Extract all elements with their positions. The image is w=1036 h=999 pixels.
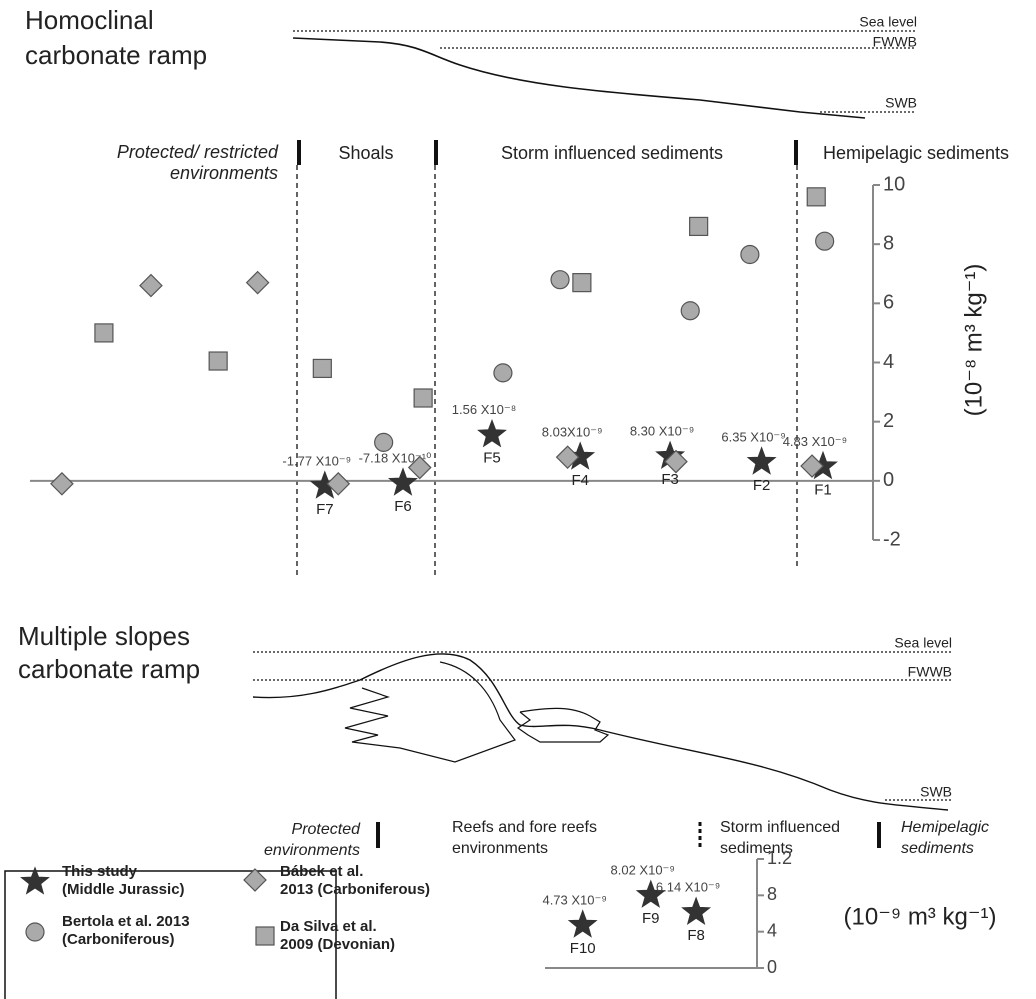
diamond-marker	[407, 455, 432, 480]
y-tick-label: 0	[767, 957, 777, 977]
circle-marker	[550, 270, 570, 290]
diamond-marker	[326, 471, 351, 496]
legend-marker	[25, 922, 45, 942]
point-label: F5	[483, 450, 501, 467]
legend-label: This study (Middle Jurassic)	[62, 863, 185, 898]
star-marker	[635, 879, 666, 908]
diamond-marker	[555, 445, 580, 470]
circle-marker	[374, 432, 394, 452]
circle-marker	[493, 363, 513, 383]
legend-label: Bábek et al. 2013 (Carboniferous)	[280, 863, 430, 898]
zone-label: Shoals	[338, 143, 393, 163]
legend-label: Da Silva et al. 2009 (Devonian)	[280, 918, 395, 953]
value-label: 4.83 X10⁻⁹	[783, 434, 847, 449]
zone-label: Storm influenced sediments	[501, 143, 723, 163]
point-label: F1	[814, 482, 832, 499]
zone-label: Hemipelagic sediments	[901, 819, 989, 857]
point-label: F2	[753, 477, 771, 494]
ramp-profile	[292, 37, 866, 119]
point-label: F7	[316, 501, 334, 518]
square-marker	[208, 351, 228, 371]
y-tick-label: 4	[883, 351, 894, 373]
value-label: 8.02 X10⁻⁹	[611, 863, 675, 878]
zone-label: Storm influenced sediments	[720, 819, 840, 857]
y-tick-label: 6	[883, 292, 894, 314]
zone-label: Reefs and fore reefs environments	[452, 819, 597, 857]
square-marker	[806, 187, 826, 207]
reef-body	[344, 661, 516, 763]
point-label: F6	[394, 498, 412, 515]
star-marker	[567, 909, 598, 938]
star-marker	[387, 467, 418, 496]
y-axis-label: (10⁻⁹ m³ kg⁻¹)	[844, 903, 997, 930]
value-label: 4.73 X10⁻⁹	[542, 892, 606, 907]
y-tick-label: -2	[883, 528, 901, 550]
diamond-marker	[139, 273, 163, 298]
level-label: SWB	[885, 95, 917, 111]
star-marker	[746, 446, 777, 475]
reef-body	[516, 707, 610, 743]
point-label: F9	[642, 910, 660, 927]
value-label: 8.30 X10⁻⁹	[630, 424, 694, 439]
diamond-marker	[50, 471, 74, 496]
y-tick-label: 8	[883, 232, 894, 254]
profile-title: Homoclinal carbonate ramp	[25, 5, 207, 70]
legend-label: Bertola et al. 2013 (Carboniferous)	[62, 913, 190, 948]
point-label: F4	[571, 472, 589, 489]
value-label: -1.77 X10⁻⁹	[282, 454, 351, 469]
point-label: F10	[570, 940, 596, 957]
circle-marker	[815, 231, 835, 251]
value-label: 6.35 X10⁻⁹	[721, 429, 785, 444]
legend-marker	[20, 866, 50, 895]
star-marker	[681, 896, 712, 925]
y-tick-label: 4	[767, 920, 777, 940]
zone-label: Protected/ restricted environments	[117, 142, 279, 183]
profile-title: Multiple slopes carbonate ramp	[18, 621, 200, 684]
legend-marker	[255, 926, 275, 946]
diamond-marker	[245, 270, 270, 295]
homoclinal-profile	[292, 30, 915, 119]
level-label: FWWB	[873, 34, 917, 50]
value-label: 8.03X10⁻⁹	[542, 425, 603, 440]
value-label: 1.56 X10⁻⁸	[452, 402, 516, 417]
y-tick-label: 0	[883, 469, 894, 491]
y-tick-label: 8	[767, 884, 777, 904]
multiple-slopes-profile	[252, 651, 952, 811]
zone-label: Protected environments	[264, 821, 361, 859]
y-tick-label: 10	[883, 173, 905, 195]
value-label: 6.14 X10⁻⁹	[656, 880, 720, 895]
point-label: F3	[661, 471, 679, 488]
square-marker	[413, 388, 433, 408]
square-marker	[689, 216, 709, 237]
y-axis-label: (10⁻⁸ m³ kg⁻¹)	[960, 264, 987, 417]
diamond-marker	[800, 454, 824, 478]
zone-dividers	[296, 140, 881, 848]
star-marker	[477, 419, 507, 448]
value-label: -7.18 X10⁻¹⁰	[359, 450, 432, 465]
circle-marker	[680, 301, 700, 321]
point-label: F8	[687, 927, 705, 944]
legend-box	[4, 870, 337, 999]
y-tick-label: 2	[883, 410, 894, 432]
level-label: SWB	[920, 784, 952, 800]
y-tick-label: 1.2	[767, 848, 792, 868]
square-marker	[312, 358, 332, 379]
level-label: Sea level	[894, 635, 952, 651]
circle-marker	[740, 244, 760, 265]
diamond-marker	[664, 449, 688, 474]
square-marker	[94, 323, 114, 343]
ramp-profile	[252, 653, 949, 811]
square-marker	[572, 273, 592, 293]
level-label: FWWB	[908, 664, 952, 680]
legend-marker	[243, 868, 267, 892]
zone-label: Hemipelagic sediments	[823, 143, 1009, 163]
level-label: Sea level	[859, 14, 917, 30]
